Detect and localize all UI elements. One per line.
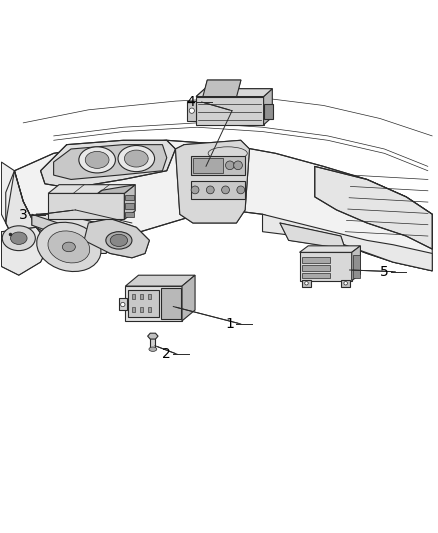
Circle shape [226,161,234,169]
Polygon shape [124,184,135,220]
Ellipse shape [106,232,132,249]
Polygon shape [176,140,250,223]
Bar [191,181,245,199]
Polygon shape [315,166,432,249]
Circle shape [234,161,242,169]
Circle shape [344,281,347,285]
Polygon shape [48,184,135,193]
Polygon shape [1,228,49,275]
Ellipse shape [62,242,75,252]
Circle shape [206,186,214,194]
Circle shape [120,302,125,306]
Bar [341,280,350,287]
Bar [132,294,135,299]
Polygon shape [6,171,36,240]
Polygon shape [84,219,149,258]
Polygon shape [14,140,432,271]
Text: 2: 2 [162,348,171,361]
Bar [191,156,245,175]
Ellipse shape [149,347,157,351]
Bar [265,103,273,119]
Ellipse shape [2,226,35,251]
Ellipse shape [124,150,148,167]
Text: 3: 3 [19,208,28,222]
Polygon shape [1,162,14,223]
Polygon shape [48,193,124,220]
Circle shape [222,186,230,194]
Bar [302,280,311,287]
Bar [150,336,155,349]
Bar [148,307,151,312]
Bar [302,273,330,278]
Polygon shape [125,275,195,286]
Bar [193,158,223,173]
Ellipse shape [79,147,116,173]
Ellipse shape [48,231,90,263]
Polygon shape [148,333,158,339]
Bar [127,290,159,317]
Polygon shape [32,214,62,236]
Bar [302,257,330,263]
Bar [125,212,134,217]
Text: 5: 5 [380,265,389,279]
Bar [125,204,134,208]
Bar [125,195,134,200]
Bar [119,298,127,310]
Text: 1: 1 [226,317,234,331]
Polygon shape [264,88,272,125]
Polygon shape [196,88,272,96]
Ellipse shape [85,151,109,168]
Polygon shape [125,286,182,321]
Circle shape [305,281,308,285]
Ellipse shape [118,146,155,172]
Bar [148,294,151,299]
Bar [140,294,143,299]
Bar [160,288,181,319]
Polygon shape [187,101,196,120]
Polygon shape [196,88,272,96]
Polygon shape [36,214,115,254]
Bar [353,255,360,278]
Polygon shape [262,214,432,271]
Polygon shape [300,246,360,252]
Circle shape [191,186,199,194]
Polygon shape [300,252,352,281]
Polygon shape [53,144,167,180]
Polygon shape [352,246,360,281]
Polygon shape [182,275,195,321]
Ellipse shape [11,232,27,245]
Circle shape [237,186,245,194]
Ellipse shape [37,222,101,271]
Polygon shape [41,140,176,188]
Ellipse shape [110,235,127,246]
Polygon shape [196,96,264,125]
Polygon shape [203,80,241,96]
Bar [302,265,330,271]
Polygon shape [98,184,135,193]
Text: 4: 4 [186,95,195,109]
Bar [132,307,135,312]
Bar [140,307,143,312]
Polygon shape [280,223,345,249]
Circle shape [189,108,194,114]
